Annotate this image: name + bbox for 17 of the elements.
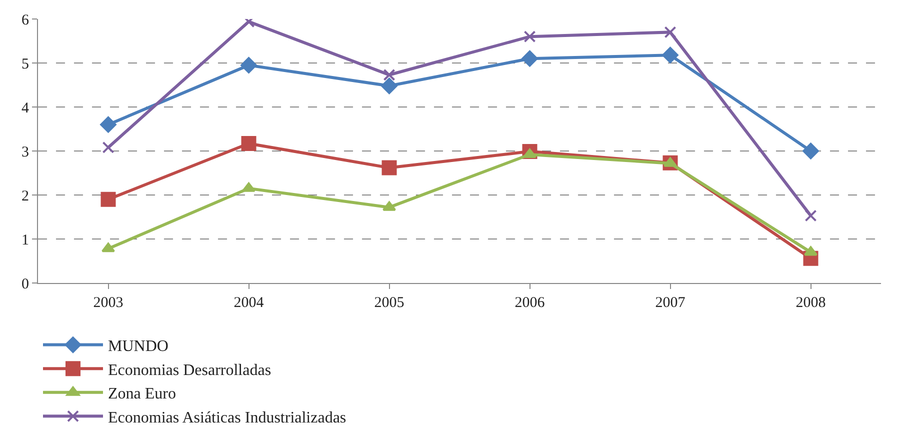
y-tick-label: 2 (22, 188, 29, 204)
y-tick-label: 5 (22, 56, 29, 72)
legend-label: MUNDO (108, 338, 168, 356)
y-tick-label: 6 (22, 12, 30, 28)
x-tick-label: 2004 (234, 295, 264, 311)
legend-label: Economias Desarrolladas (108, 362, 272, 379)
x-tick-label: 2006 (514, 295, 546, 311)
legend-label: Economias Asiáticas Industrializadas (108, 409, 346, 426)
x-tick-label: 2005 (374, 295, 404, 311)
y-tick-label: 1 (22, 232, 29, 248)
x-tick-label: 2007 (655, 295, 686, 311)
x-tick-label: 2003 (93, 295, 124, 311)
y-tick-label: 0 (22, 276, 29, 292)
y-tick-label: 3 (22, 144, 29, 160)
legend-label: Zona Euro (108, 386, 176, 403)
x-tick-label: 2008 (796, 295, 826, 311)
y-tick-label: 4 (22, 100, 30, 116)
